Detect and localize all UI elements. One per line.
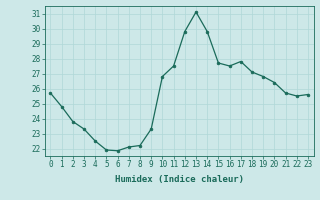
X-axis label: Humidex (Indice chaleur): Humidex (Indice chaleur): [115, 175, 244, 184]
